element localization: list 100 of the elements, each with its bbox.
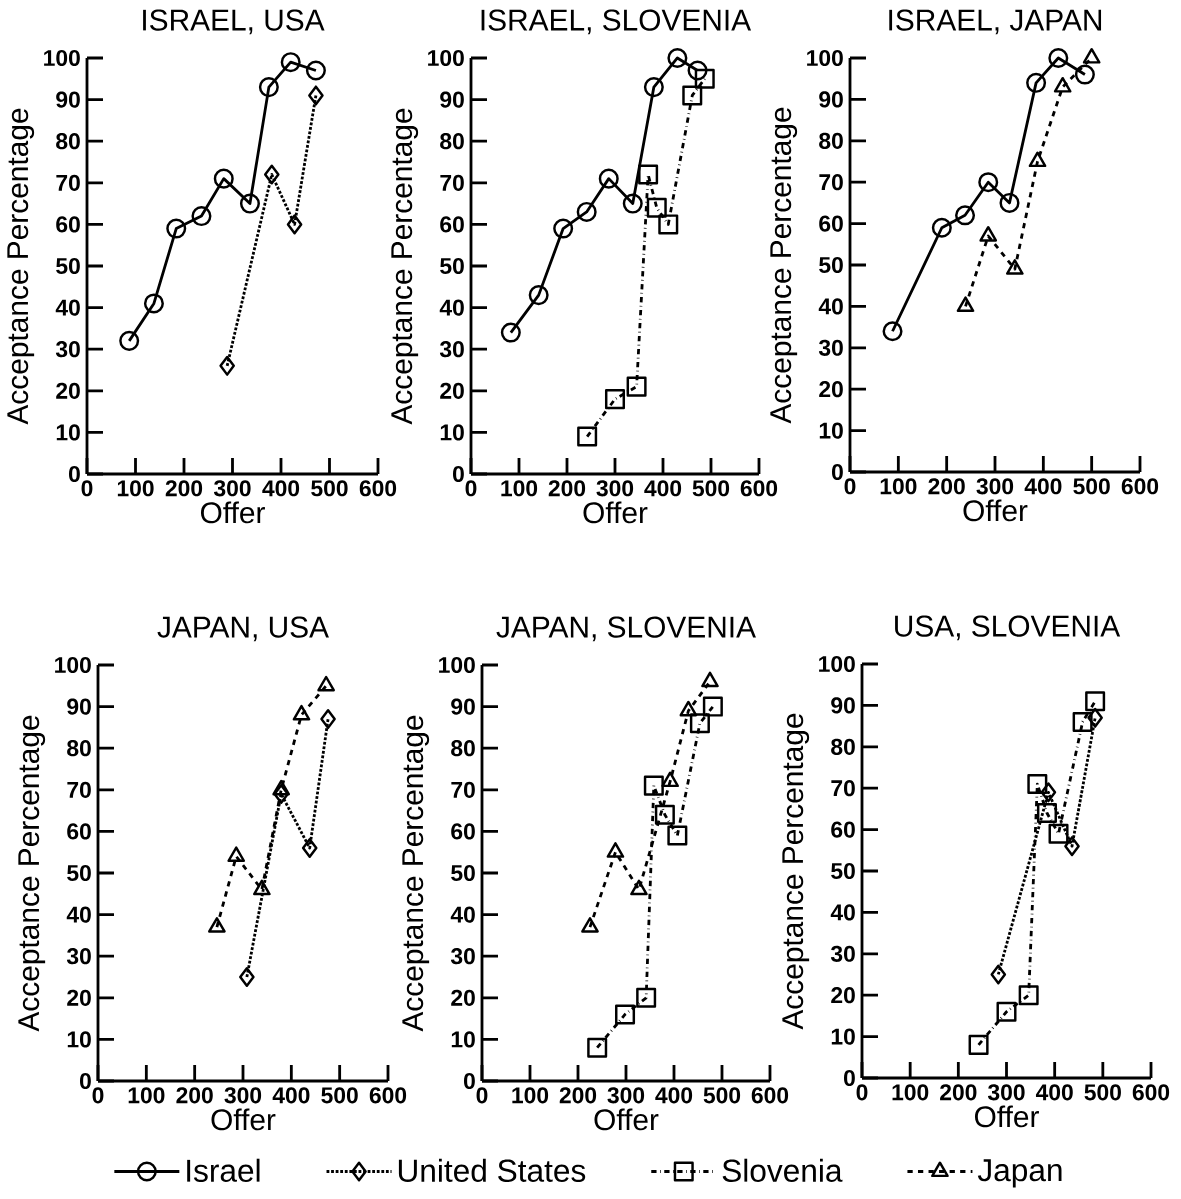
x-tick-label: 100: [880, 478, 917, 495]
point: [280, 52, 301, 73]
point: [606, 842, 625, 858]
point: [882, 321, 903, 342]
y-tick-label: 10: [831, 1028, 855, 1045]
point: [587, 1037, 608, 1058]
x-tick-label: 100: [512, 1087, 549, 1104]
point: [1087, 707, 1103, 728]
point: [630, 879, 648, 896]
y-tick-label: 60: [440, 216, 464, 233]
y-tick-label: 100: [44, 49, 80, 67]
y-tick-label: 10: [67, 1031, 91, 1048]
y-axis-title: Acceptance Percentage: [18, 715, 46, 1032]
y-tick-label: 10: [819, 422, 843, 439]
point: [679, 700, 698, 717]
point: [604, 389, 626, 410]
y-tick-label: 80: [56, 133, 80, 150]
x-tick-label: 500: [703, 1087, 741, 1104]
x-tick-label: 100: [501, 480, 538, 497]
y-tick-label: 30: [66, 948, 91, 965]
point: [239, 966, 255, 988]
point: [273, 783, 289, 804]
point: [553, 218, 574, 239]
x-axis-title: Offer: [594, 1108, 659, 1131]
legend-label: Slovenia: [722, 1158, 843, 1182]
point: [1074, 64, 1095, 85]
point: [213, 168, 234, 189]
x-tick-label: 600: [740, 480, 778, 497]
point: [615, 1004, 636, 1025]
point: [308, 85, 324, 106]
x-tick-label: 500: [1084, 1084, 1121, 1101]
y-axis-title: Acceptance Percentage: [770, 107, 798, 424]
chart-title: ISRAEL, JAPAN: [889, 9, 1102, 35]
point: [317, 675, 335, 692]
x-axis-title: Offer: [583, 501, 648, 524]
y-tick-label: 70: [56, 174, 80, 191]
point: [956, 296, 975, 313]
y-tick-label: 90: [831, 697, 855, 714]
y-tick-label: 100: [55, 656, 91, 674]
legend-label: Israel: [187, 1158, 260, 1182]
y-tick-label: 60: [451, 823, 475, 840]
point: [119, 330, 140, 351]
point: [208, 917, 226, 933]
y-tick-label: 50: [56, 257, 80, 275]
x-tick-label: 200: [559, 1087, 597, 1104]
point: [500, 322, 521, 343]
x-tick-label: 200: [176, 1087, 213, 1104]
point: [1072, 711, 1093, 732]
y-tick-label: 100: [819, 655, 855, 673]
x-tick-label: 400: [1035, 1084, 1073, 1101]
chart-title: ISRAEL, SLOVENIA: [481, 9, 752, 35]
point: [626, 376, 647, 397]
y-tick-label: 40: [830, 904, 855, 921]
point: [1048, 47, 1069, 69]
x-axis-title: Offer: [963, 499, 1028, 522]
point: [263, 164, 280, 185]
x-axis-title: Offer: [211, 1108, 276, 1131]
y-tick-label: 10: [451, 1031, 475, 1048]
x-tick-label: 300: [213, 480, 251, 497]
x-tick-label: 400: [644, 480, 682, 497]
point: [1005, 259, 1024, 275]
point: [701, 671, 719, 688]
x-tick-label: 100: [128, 1087, 165, 1104]
point: [1085, 691, 1106, 712]
x-tick-label: 600: [1121, 478, 1159, 495]
point: [1064, 836, 1080, 857]
point: [253, 879, 271, 896]
x-tick-label: 400: [272, 1087, 310, 1104]
legend-label: Japan: [977, 1159, 1062, 1188]
y-tick-label: 80: [831, 738, 855, 755]
y-tick-label: 60: [67, 823, 91, 840]
x-tick-label: 400: [262, 480, 300, 497]
point: [622, 193, 643, 214]
y-axis-title: Acceptance Percentage: [782, 713, 810, 1030]
chart-title: JAPAN, SLOVENIA: [496, 616, 756, 642]
y-tick-label: 70: [451, 781, 475, 798]
y-tick-label: 40: [818, 298, 843, 315]
y-tick-label: 0: [844, 1069, 855, 1087]
point: [646, 197, 667, 218]
x-tick-label: 400: [655, 1087, 693, 1104]
point: [694, 68, 715, 89]
legend-label: United States: [398, 1158, 586, 1182]
y-tick-label: 80: [67, 740, 91, 757]
x-axis-title: Offer: [974, 1105, 1039, 1128]
x-tick-label: 100: [117, 480, 154, 497]
y-tick-label: 20: [451, 989, 475, 1006]
y-tick-label: 30: [439, 341, 464, 358]
point: [1027, 774, 1048, 795]
point: [576, 201, 597, 222]
point: [1026, 72, 1047, 93]
point: [682, 85, 703, 106]
point: [528, 285, 549, 306]
point: [1028, 151, 1047, 168]
y-tick-label: 0: [464, 1072, 475, 1090]
x-tick-label: 500: [321, 1087, 358, 1104]
y-tick-label: 20: [831, 987, 855, 1004]
y-tick-label: 50: [831, 862, 855, 880]
point: [990, 964, 1007, 985]
y-tick-label: 50: [819, 256, 843, 274]
point: [1040, 782, 1057, 803]
